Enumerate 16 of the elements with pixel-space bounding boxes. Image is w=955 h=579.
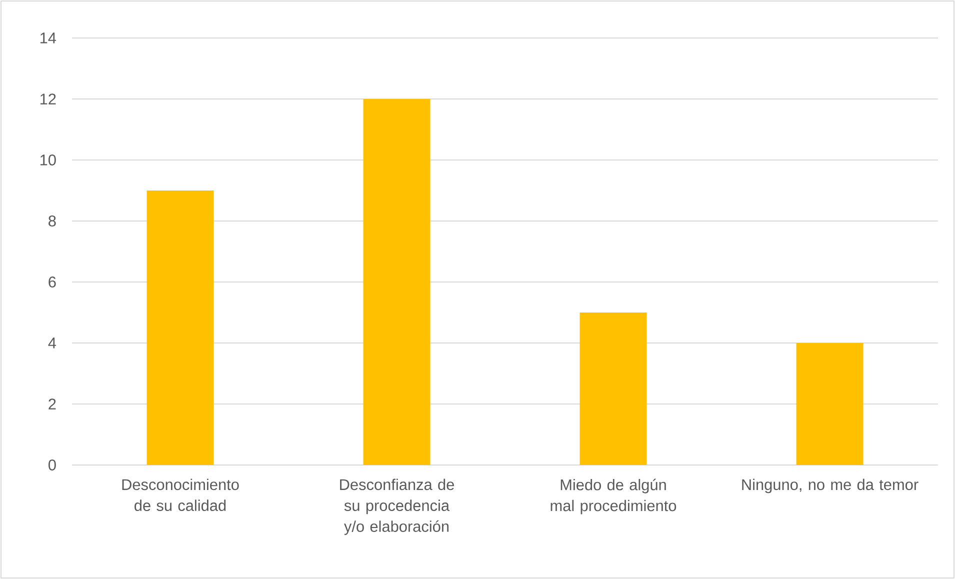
bar [146, 190, 214, 465]
y-tick-label: 0 [48, 460, 56, 470]
x-tick-label: Desconocimiento de su calidad [122, 478, 239, 512]
y-tick-label: 10 [40, 154, 56, 166]
x-tick-label: Ninguno, no me da temor [742, 478, 918, 494]
bar [580, 312, 647, 465]
y-tick-label: 2 [48, 398, 56, 410]
y-tick-label: 8 [48, 216, 56, 226]
bar [363, 98, 430, 465]
x-tick-label: Miedo de algún mal procedimiento [550, 478, 676, 514]
y-tick-label: 4 [48, 338, 56, 348]
x-tick-label: Desconfianza de su procedencia y/o elaboración [340, 478, 454, 535]
y-tick-label: 6 [48, 276, 56, 288]
bar [796, 342, 864, 465]
y-tick-label: 14 [40, 32, 56, 44]
y-tick-label: 12 [40, 94, 56, 104]
